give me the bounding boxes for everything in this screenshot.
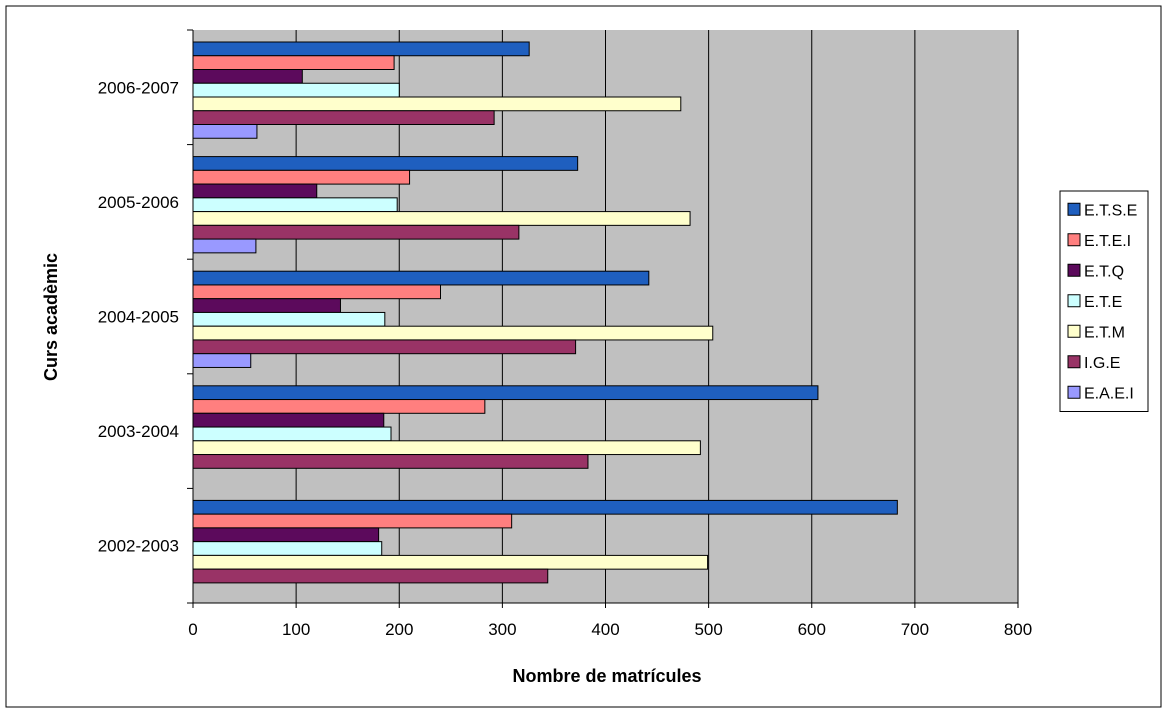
bars [192, 41, 898, 584]
y-tick-label: 2003-2004 [98, 422, 179, 441]
bar [192, 554, 709, 570]
legend-label: I.G.E [1084, 355, 1120, 372]
bar [192, 169, 411, 185]
bar [192, 513, 513, 529]
x-tick-label: 700 [901, 620, 929, 639]
bar [192, 311, 386, 327]
y-axis-title: Curs acadèmic [41, 253, 61, 381]
bar [192, 82, 400, 98]
bar [192, 399, 486, 414]
bar [192, 454, 589, 469]
x-tick-label: 100 [282, 620, 310, 639]
bar [192, 339, 577, 355]
y-tick-label: 2006-2007 [98, 78, 179, 97]
bar [192, 325, 714, 341]
bar [192, 197, 398, 213]
x-tick-label: 300 [488, 620, 516, 639]
legend-swatch [1067, 294, 1081, 308]
bar [192, 224, 520, 240]
y-tick-label: 2002-2003 [98, 537, 179, 556]
bar [192, 412, 385, 428]
legend-swatch [1067, 202, 1081, 216]
x-tick-label: 800 [1004, 620, 1032, 639]
legend-label: E.T.M [1084, 324, 1125, 341]
bar [192, 541, 383, 556]
legend-swatch [1067, 385, 1081, 399]
legend-label: E.T.E [1084, 294, 1122, 311]
bar [192, 110, 495, 125]
x-axis-title: Nombre de matrícules [512, 666, 701, 686]
bar [192, 211, 691, 226]
x-tick-label: 500 [694, 620, 722, 639]
x-tick-label: 600 [798, 620, 826, 639]
x-tick-label: 400 [591, 620, 619, 639]
bar [192, 353, 252, 368]
legend: E.T.S.E E.T.E.I E.T.Q E.T.E E.T.M I.G.E E.A.E.… [1059, 190, 1149, 412]
legend-swatch [1067, 324, 1081, 338]
legend-label: E.A.E.I [1084, 385, 1134, 402]
bar [192, 238, 257, 254]
bar [192, 270, 650, 286]
legend-label: E.T.S.E [1084, 202, 1137, 219]
legend-swatch [1067, 263, 1081, 277]
bar [192, 385, 819, 401]
bar [192, 499, 898, 515]
bar [192, 298, 341, 313]
y-tick-label: 2004-2005 [98, 308, 179, 327]
bar [192, 69, 303, 84]
legend-swatch [1067, 355, 1081, 369]
bar [192, 124, 258, 139]
legend-label: E.T.Q [1084, 263, 1124, 280]
bar [192, 440, 701, 456]
axes: 0 100 200 300 400 500 600 700 800 2002-2003 2003-2… [98, 29, 1032, 639]
bar [192, 156, 579, 171]
bar [192, 568, 549, 584]
bar [192, 426, 392, 442]
bar [192, 96, 682, 112]
bar [192, 183, 318, 199]
y-tick-label: 2005-2006 [98, 193, 179, 212]
legend-label: E.T.E.I [1084, 233, 1131, 250]
legend-swatch [1067, 233, 1081, 247]
x-tick-label: 200 [385, 620, 413, 639]
bar [192, 41, 530, 57]
x-tick-label: 0 [188, 620, 197, 639]
bar [192, 55, 395, 70]
bar [192, 527, 380, 543]
bar [192, 284, 441, 300]
